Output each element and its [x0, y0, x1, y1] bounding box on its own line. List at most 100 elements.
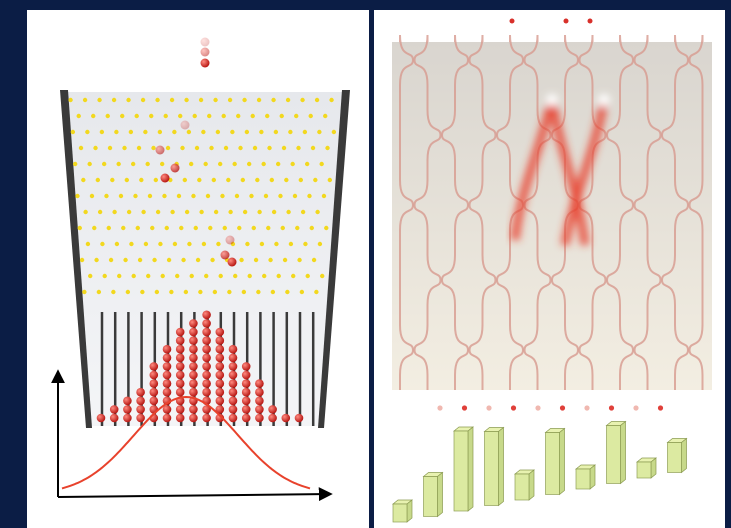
- peg: [88, 274, 92, 278]
- peg: [317, 130, 321, 134]
- peg: [259, 130, 263, 134]
- ball: [110, 414, 119, 423]
- peg: [191, 194, 195, 198]
- peg: [310, 226, 314, 230]
- peg: [315, 210, 319, 214]
- peg: [318, 242, 322, 246]
- peg: [183, 178, 187, 182]
- peg: [242, 290, 246, 294]
- peg: [185, 210, 189, 214]
- peg: [144, 242, 148, 246]
- peg: [262, 274, 266, 278]
- peg: [264, 194, 268, 198]
- peg: [213, 290, 217, 294]
- ball: [110, 405, 119, 414]
- peg: [284, 178, 288, 182]
- peg: [108, 146, 112, 150]
- ball: [189, 328, 198, 337]
- peg: [213, 98, 217, 102]
- peg: [208, 226, 212, 230]
- ball: [163, 371, 172, 380]
- bar-side: [651, 458, 656, 478]
- bar-front: [485, 432, 499, 506]
- peg: [307, 194, 311, 198]
- bar-front: [668, 443, 682, 473]
- peg: [68, 98, 72, 102]
- ball: [163, 379, 172, 388]
- peg: [249, 194, 253, 198]
- peg: [239, 258, 243, 262]
- peg: [90, 194, 94, 198]
- peg: [97, 98, 101, 102]
- ball: [189, 362, 198, 371]
- peg: [227, 290, 231, 294]
- peg: [294, 114, 298, 118]
- peg: [106, 114, 110, 118]
- peg: [193, 114, 197, 118]
- peg: [253, 146, 257, 150]
- ball: [150, 379, 159, 388]
- ball: [229, 354, 238, 363]
- bar-front: [637, 462, 651, 478]
- ball: [216, 371, 225, 380]
- peg: [178, 114, 182, 118]
- peg: [141, 210, 145, 214]
- peg: [216, 130, 220, 134]
- peg: [121, 226, 125, 230]
- bar-front: [454, 431, 468, 511]
- peg: [266, 226, 270, 230]
- ball: [202, 345, 211, 354]
- ball: [150, 397, 159, 406]
- bar-front: [607, 426, 621, 484]
- ball: [202, 388, 211, 397]
- peg: [126, 98, 130, 102]
- peg: [199, 210, 203, 214]
- peg: [107, 226, 111, 230]
- peg: [219, 274, 223, 278]
- peg: [230, 130, 234, 134]
- peg: [122, 146, 126, 150]
- ball: [255, 388, 264, 397]
- peg: [291, 274, 295, 278]
- bar-side: [438, 473, 443, 517]
- peg: [204, 274, 208, 278]
- peg: [177, 194, 181, 198]
- peg: [314, 290, 318, 294]
- falling-ball: [228, 258, 237, 267]
- peg: [129, 130, 133, 134]
- peg: [209, 146, 213, 150]
- peg: [283, 258, 287, 262]
- ball: [255, 405, 264, 414]
- peg: [189, 162, 193, 166]
- ball: [189, 319, 198, 328]
- peg: [272, 210, 276, 214]
- peg: [78, 226, 82, 230]
- peg: [254, 258, 258, 262]
- peg: [180, 146, 184, 150]
- peg: [223, 226, 227, 230]
- peg: [116, 162, 120, 166]
- bar-side: [682, 439, 687, 473]
- ball: [242, 414, 251, 423]
- peg: [112, 98, 116, 102]
- peg: [282, 146, 286, 150]
- ball: [163, 414, 172, 423]
- ball: [136, 388, 145, 397]
- ball: [202, 379, 211, 388]
- ball: [216, 354, 225, 363]
- ball: [202, 362, 211, 371]
- peg: [271, 98, 275, 102]
- peg: [167, 258, 171, 262]
- peg: [206, 194, 210, 198]
- falling-ball: [171, 164, 180, 173]
- peg: [322, 194, 326, 198]
- peg: [315, 98, 319, 102]
- bar-side: [499, 428, 504, 506]
- ball: [189, 371, 198, 380]
- ball: [242, 405, 251, 414]
- peg: [71, 130, 75, 134]
- peg: [125, 178, 129, 182]
- peg: [129, 242, 133, 246]
- ball: [189, 336, 198, 345]
- ball: [242, 397, 251, 406]
